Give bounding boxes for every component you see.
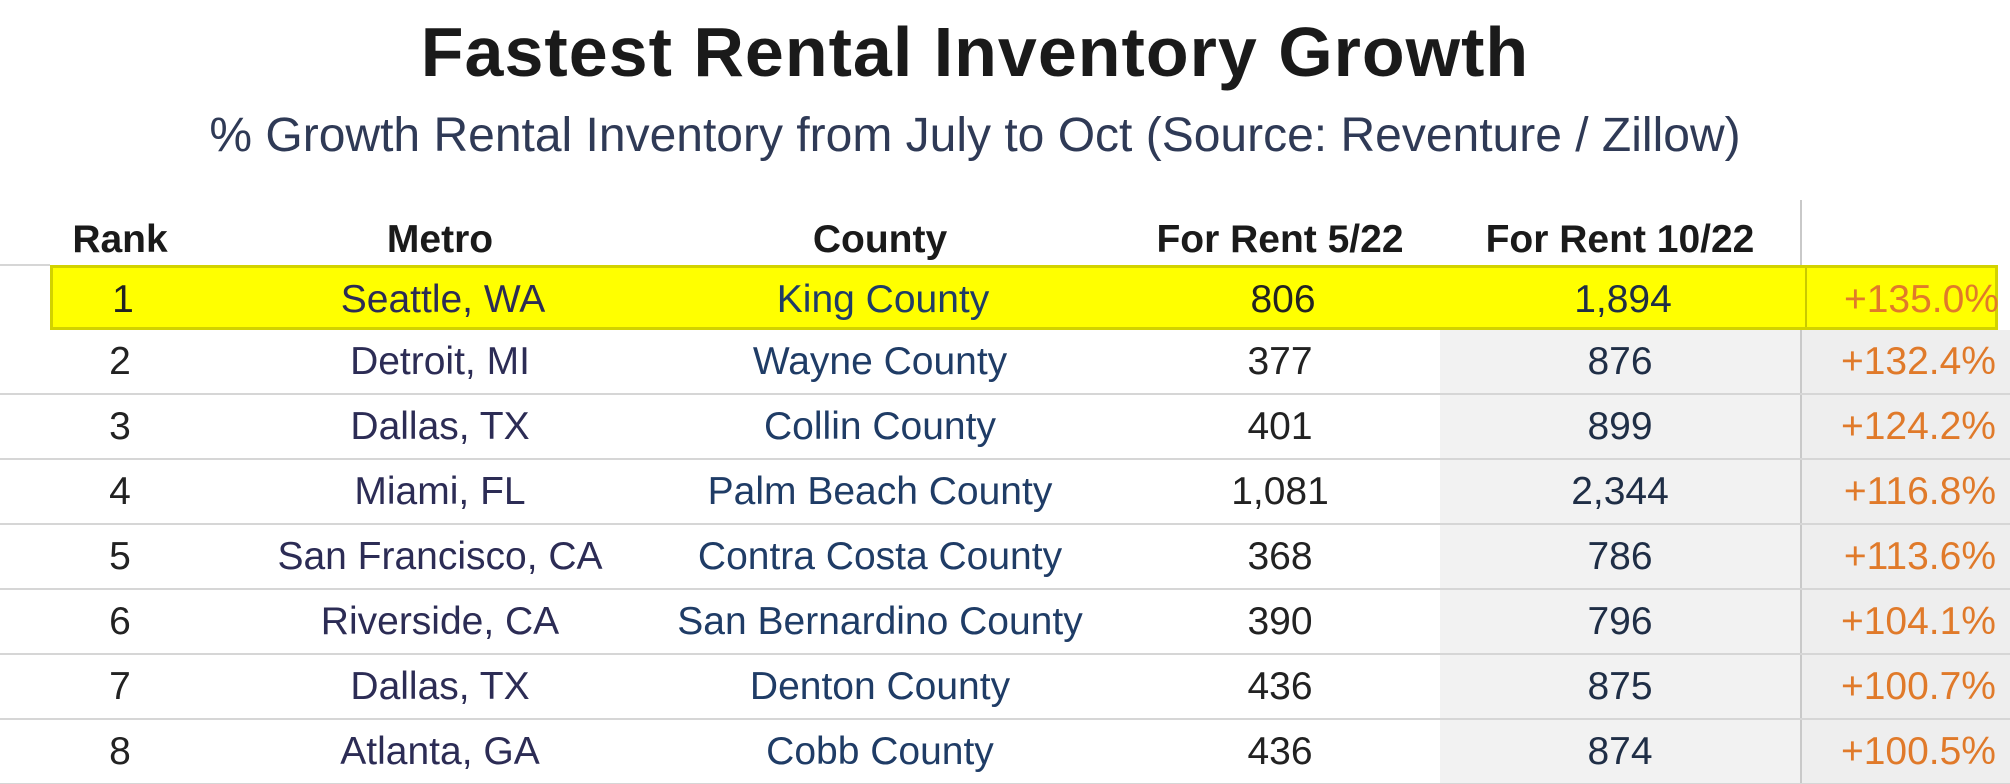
cell-metro: Detroit, MI: [350, 340, 530, 383]
table-row: 6 Riverside, CA San Bernardino County 390 79…: [0, 590, 2010, 655]
cell-metro: Miami, FL: [354, 470, 526, 513]
cell-for-rent-5-22: 377: [1247, 340, 1313, 383]
cell-growth: +100.5%: [1840, 730, 1996, 773]
cell-rank: 1: [112, 278, 134, 321]
cell-shade: [1802, 655, 2010, 718]
table-row: 2 Detroit, MI Wayne County 377 876 +132.4%: [0, 330, 2010, 395]
cell-shade: [1440, 395, 1800, 458]
cell-shade: [1440, 655, 1800, 718]
cell-county: San Bernardino County: [677, 600, 1083, 643]
cell-rank: 3: [109, 405, 131, 448]
cell-growth: +104.1%: [1840, 600, 1996, 643]
cell-for-rent-10-22: 876: [1587, 340, 1653, 383]
cell-for-rent-5-22: 390: [1247, 600, 1313, 643]
cell-shade: [1802, 460, 2010, 523]
cell-shade: [1440, 330, 1800, 393]
cell-growth: +116.8%: [1843, 470, 1996, 513]
cell-county: Palm Beach County: [707, 470, 1053, 513]
cell-rank: 8: [109, 730, 131, 773]
table-row: 5 San Francisco, CA Contra Costa County 368…: [0, 525, 2010, 590]
cell-for-rent-10-22: 1,894: [1574, 278, 1672, 321]
table-row: 8 Atlanta, GA Cobb County 436 874 +100.5%: [0, 720, 2010, 784]
cell-metro: Riverside, CA: [320, 600, 560, 643]
cell-county: Wayne County: [752, 340, 1008, 383]
cell-shade: [1440, 525, 1800, 588]
header-for-rent-10-22: For Rent 10/22: [1485, 218, 1755, 261]
cell-for-rent-5-22: 368: [1247, 535, 1313, 578]
cell-rank: 7: [109, 665, 131, 708]
cell-county: King County: [776, 278, 990, 321]
cell-for-rent-10-22: 875: [1587, 665, 1653, 708]
cell-rank: 4: [109, 470, 131, 513]
cell-metro: Dallas, TX: [350, 665, 530, 708]
cell-shade: [1802, 395, 2010, 458]
cell-for-rent-5-22: 806: [1250, 278, 1316, 321]
cell-rank: 6: [109, 600, 131, 643]
cell-growth: +100.7%: [1840, 665, 1996, 708]
rental-growth-table: Rank Metro County For Rent 5/22 For Rent…: [0, 200, 2010, 784]
cell-for-rent-5-22: 1,081: [1231, 470, 1329, 513]
cell-growth: +132.4%: [1840, 340, 1996, 383]
cell-shade: [1805, 268, 1997, 327]
page-subtitle: % Growth Rental Inventory from July to O…: [209, 109, 1741, 162]
table-row: 1 Seattle, WA King County 806 1,894 +135.0%: [50, 265, 1999, 330]
cell-for-rent-10-22: 874: [1587, 730, 1653, 773]
cell-shade: [1802, 330, 2010, 393]
cell-shade: [1802, 525, 2010, 588]
cell-for-rent-10-22: 796: [1587, 600, 1653, 643]
cell-county: Cobb County: [766, 730, 994, 773]
header-metro: Metro: [386, 218, 494, 261]
cell-growth: +135.0%: [1843, 278, 1999, 321]
cell-shade: [1440, 460, 1800, 523]
cell-rank: 2: [109, 340, 131, 383]
cell-for-rent-10-22: 899: [1587, 405, 1653, 448]
cell-metro: Seattle, WA: [340, 278, 546, 321]
cell-metro: Dallas, TX: [350, 405, 530, 448]
cell-shade: [1802, 590, 2010, 653]
cell-county: Collin County: [764, 405, 996, 448]
header-county: County: [812, 218, 948, 261]
page-title: Fastest Rental Inventory Growth: [420, 13, 1530, 91]
cell-shade: [1440, 590, 1800, 653]
header-for-rent-5-22: For Rent 5/22: [1156, 218, 1404, 261]
table-row: 4 Miami, FL Palm Beach County 1,081 2,344 +11…: [0, 460, 2010, 525]
column-divider: [1800, 200, 1802, 784]
cell-growth: +124.2%: [1840, 405, 1996, 448]
cell-for-rent-5-22: 401: [1247, 405, 1313, 448]
cell-for-rent-10-22: 2,344: [1571, 470, 1669, 513]
table-row: 3 Dallas, TX Collin County 401 899 +124.2%: [0, 395, 2010, 460]
cell-for-rent-10-22: 786: [1587, 535, 1653, 578]
cell-shade: [1802, 720, 2010, 783]
cell-rank: 5: [109, 535, 131, 578]
table-header-row: Rank Metro County For Rent 5/22 For Rent…: [0, 200, 2010, 265]
cell-for-rent-5-22: 436: [1247, 665, 1313, 708]
cell-metro: San Francisco, CA: [277, 535, 603, 578]
row-divider: [0, 264, 50, 266]
cell-county: Contra Costa County: [697, 535, 1063, 578]
header-rank: Rank: [72, 218, 168, 261]
cell-shade: [1440, 720, 1800, 783]
cell-county: Denton County: [749, 665, 1011, 708]
table-row: 7 Dallas, TX Denton County 436 875 +100.7%: [0, 655, 2010, 720]
cell-metro: Atlanta, GA: [340, 730, 540, 773]
cell-growth: +113.6%: [1843, 535, 1996, 578]
cell-for-rent-5-22: 436: [1247, 730, 1313, 773]
